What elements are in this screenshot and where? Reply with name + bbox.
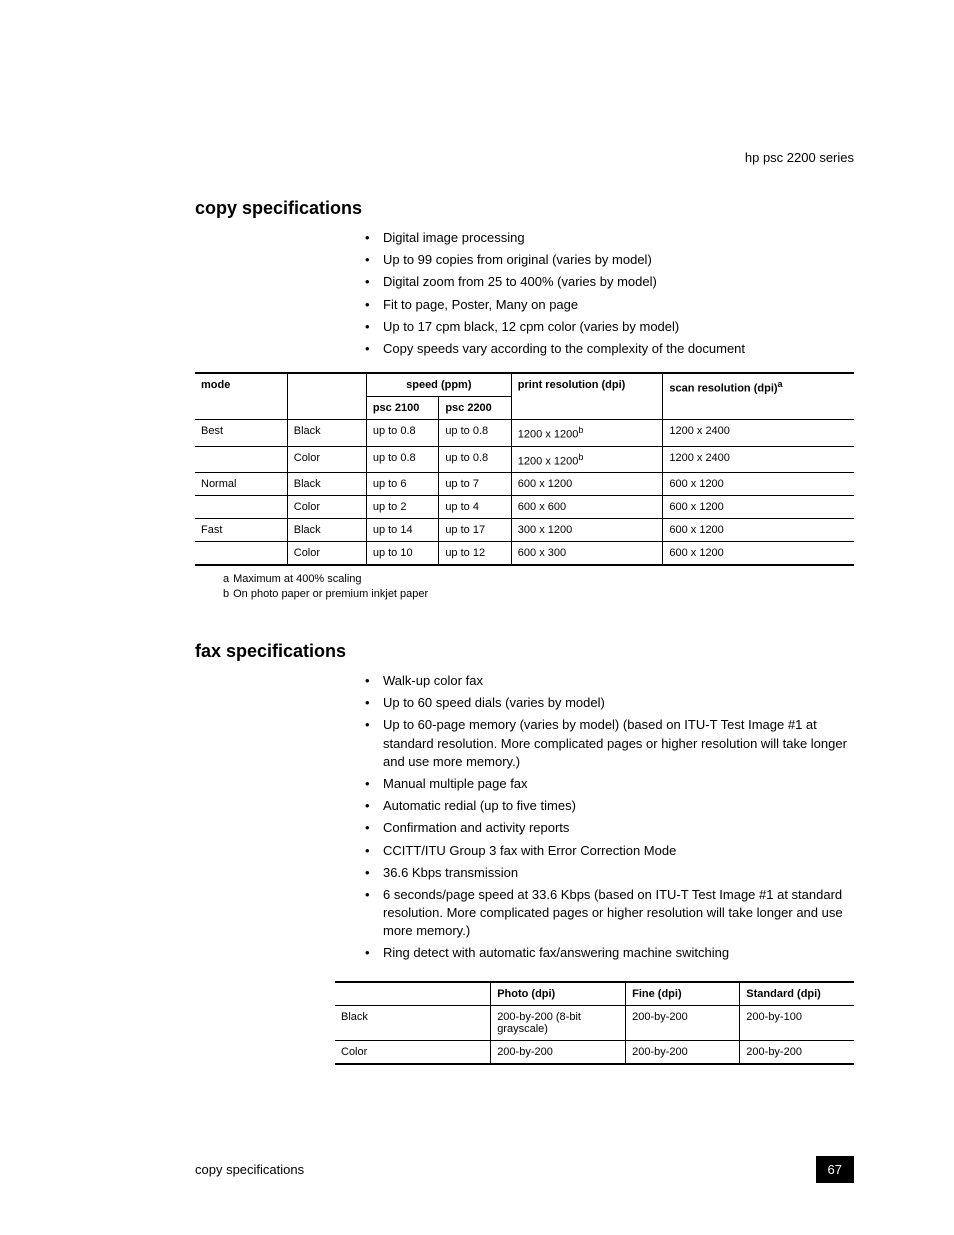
- cell-p2: up to 12: [439, 542, 511, 566]
- cell-print: 600 x 600: [511, 496, 663, 519]
- cell-std: 200-by-200: [740, 1040, 854, 1064]
- list-item: Walk-up color fax: [365, 672, 854, 690]
- cell-print: 600 x 1200: [511, 473, 663, 496]
- th-print: print resolution (dpi): [511, 373, 663, 420]
- th-psc2200: psc 2200: [439, 397, 511, 420]
- cell-fine: 200-by-200: [626, 1040, 740, 1064]
- cell-scan: 600 x 1200: [663, 519, 854, 542]
- cell-p2: up to 17: [439, 519, 511, 542]
- cell-p1: up to 0.8: [366, 420, 438, 447]
- copy-bullet-list: Digital image processing Up to 99 copies…: [195, 229, 854, 358]
- cell-scan: 1200 x 2400: [663, 446, 854, 473]
- cell-p1: up to 6: [366, 473, 438, 496]
- cell-p2: up to 7: [439, 473, 511, 496]
- cell-color: Color: [287, 446, 366, 473]
- th-blank: [335, 982, 491, 1006]
- cell-color: Color: [287, 542, 366, 566]
- th-fine: Fine (dpi): [626, 982, 740, 1006]
- list-item: Copy speeds vary according to the comple…: [365, 340, 854, 358]
- fax-spec-table: Photo (dpi) Fine (dpi) Standard (dpi) Bl…: [335, 981, 854, 1065]
- cell-color: Color: [287, 496, 366, 519]
- page-number: 67: [816, 1156, 854, 1183]
- cell-p2: up to 0.8: [439, 420, 511, 447]
- fax-spec-heading: fax specifications: [195, 601, 854, 662]
- list-item: Confirmation and activity reports: [365, 819, 854, 837]
- cell-print: 300 x 1200: [511, 519, 663, 542]
- list-item: CCITT/ITU Group 3 fax with Error Correct…: [365, 842, 854, 860]
- cell-print: 1200 x 1200b: [511, 446, 663, 473]
- list-item: Fit to page, Poster, Many on page: [365, 296, 854, 314]
- cell-mode: [195, 496, 287, 519]
- cell-scan: 600 x 1200: [663, 473, 854, 496]
- th-photo: Photo (dpi): [491, 982, 626, 1006]
- cell-p2: up to 4: [439, 496, 511, 519]
- list-item: Up to 99 copies from original (varies by…: [365, 251, 854, 269]
- th-scan: scan resolution (dpi)a: [663, 373, 854, 420]
- footer-label: copy specifications: [195, 1162, 304, 1177]
- cell-scan: 1200 x 2400: [663, 420, 854, 447]
- page-footer: copy specifications 67: [195, 1156, 854, 1183]
- cell-mode: Normal: [195, 473, 287, 496]
- cell-p1: up to 0.8: [366, 446, 438, 473]
- cell-color: Black: [287, 420, 366, 447]
- cell-label: Color: [335, 1040, 491, 1064]
- cell-p1: up to 14: [366, 519, 438, 542]
- cell-mode: Fast: [195, 519, 287, 542]
- th-psc2100: psc 2100: [366, 397, 438, 420]
- list-item: Automatic redial (up to five times): [365, 797, 854, 815]
- cell-photo: 200-by-200 (8-bit grayscale): [491, 1005, 626, 1040]
- list-item: Ring detect with automatic fax/answering…: [365, 944, 854, 962]
- th-std: Standard (dpi): [740, 982, 854, 1006]
- list-item: Up to 17 cpm black, 12 cpm color (varies…: [365, 318, 854, 336]
- list-item: 6 seconds/page speed at 33.6 Kbps (based…: [365, 886, 854, 941]
- cell-color: Black: [287, 473, 366, 496]
- cell-label: Black: [335, 1005, 491, 1040]
- th-blank: [287, 373, 366, 420]
- cell-p1: up to 10: [366, 542, 438, 566]
- cell-std: 200-by-100: [740, 1005, 854, 1040]
- fax-bullet-list: Walk-up color fax Up to 60 speed dials (…: [195, 672, 854, 963]
- product-header: hp psc 2200 series: [745, 150, 854, 165]
- cell-mode: Best: [195, 420, 287, 447]
- cell-fine: 200-by-200: [626, 1005, 740, 1040]
- list-item: Up to 60-page memory (varies by model) (…: [365, 716, 854, 771]
- cell-mode: [195, 446, 287, 473]
- cell-photo: 200-by-200: [491, 1040, 626, 1064]
- th-speed: speed (ppm): [366, 373, 511, 397]
- list-item: Up to 60 speed dials (varies by model): [365, 694, 854, 712]
- cell-print: 1200 x 1200b: [511, 420, 663, 447]
- cell-mode: [195, 542, 287, 566]
- list-item: 36.6 Kbps transmission: [365, 864, 854, 882]
- cell-scan: 600 x 1200: [663, 496, 854, 519]
- copy-spec-table: mode speed (ppm) print resolution (dpi) …: [195, 372, 854, 566]
- cell-scan: 600 x 1200: [663, 542, 854, 566]
- cell-color: Black: [287, 519, 366, 542]
- document-page: hp psc 2200 series copy specifications D…: [0, 0, 954, 1235]
- list-item: Manual multiple page fax: [365, 775, 854, 793]
- list-item: Digital zoom from 25 to 400% (varies by …: [365, 273, 854, 291]
- cell-p2: up to 0.8: [439, 446, 511, 473]
- copy-table-footnotes: aMaximum at 400% scaling bOn photo paper…: [195, 572, 854, 601]
- cell-p1: up to 2: [366, 496, 438, 519]
- th-mode: mode: [195, 373, 287, 420]
- list-item: Digital image processing: [365, 229, 854, 247]
- cell-print: 600 x 300: [511, 542, 663, 566]
